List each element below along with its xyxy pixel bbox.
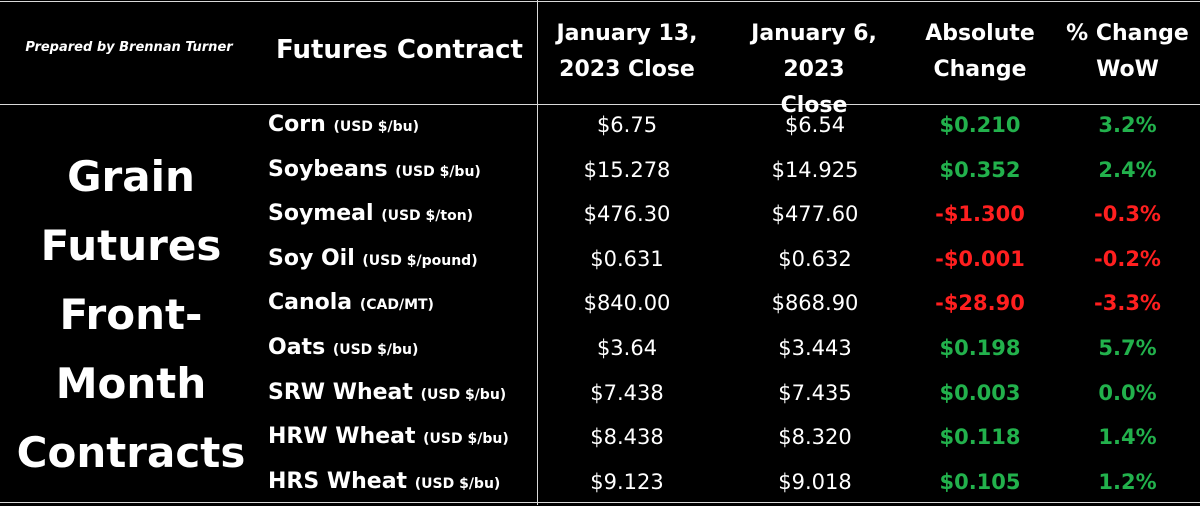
header-absolute-change: Absolute Change [925, 21, 1035, 82]
absolute-change-value: $0.003 [939, 380, 1021, 405]
contract-unit: (CAD/MT) [359, 297, 434, 314]
jan6-close-value: $0.632 [778, 246, 852, 271]
side-label: Grain Futures Front- Month Contracts [16, 152, 246, 477]
contract-name: Soymeal (USD $/ton) [268, 192, 473, 236]
pct-change-value: -0.2% [1094, 246, 1161, 271]
pct-change-value: -3.3% [1094, 291, 1161, 316]
absolute-change-value: -$0.001 [935, 246, 1025, 271]
contract-unit: (USD $/bu) [333, 119, 420, 135]
contract-unit: (USD $/bu) [423, 431, 509, 448]
jan6-close-value: $868.90 [771, 291, 859, 316]
contract-name: Canola (CAD/MT) [268, 281, 434, 325]
contract-name: Corn (USD $/bu) [268, 103, 419, 147]
contract-unit: (USD $/ton) [381, 208, 474, 225]
absolute-change-value: -$1.300 [935, 202, 1025, 227]
jan6-close-value: $7.435 [778, 380, 852, 405]
bottom-border [0, 502, 1200, 503]
contract-label: HRS Wheat [268, 468, 415, 494]
header-futures-contract: Futures Contract [276, 35, 523, 65]
jan13-close-value: $7.438 [590, 380, 664, 405]
jan6-close-value: $477.60 [771, 202, 859, 227]
table-row: SRW Wheat (USD $/bu) $7.438 $7.435 $0.003 0.… [0, 371, 1200, 415]
table-row: Corn (USD $/bu) $6.75 $6.54 $0.210 3.2% [0, 103, 1200, 147]
absolute-change-value: $0.210 [939, 113, 1021, 137]
pct-change-value: 2.4% [1098, 157, 1157, 182]
absolute-change-value: $0.198 [939, 336, 1021, 360]
contract-name: Oats (USD $/bu) [268, 326, 418, 370]
table-row: HRS Wheat (USD $/bu) $9.123 $9.018 $0.105 1.… [0, 460, 1200, 504]
contract-name: Soybeans (USD $/bu) [268, 148, 481, 192]
header-jan13-close: January 13, 2023 Close [556, 21, 698, 82]
pct-change-value: 1.4% [1098, 425, 1157, 450]
top-border [0, 1, 1200, 2]
absolute-change-value: $0.352 [939, 157, 1021, 182]
pct-change-value: -0.3% [1094, 202, 1161, 227]
contract-label: HRW Wheat [268, 424, 424, 450]
table-row: Soy Oil (USD $/pound) $0.631 $0.632 -$0.001… [0, 237, 1200, 281]
pct-change-value: 0.0% [1098, 380, 1157, 405]
contract-label: Oats [268, 335, 333, 360]
contract-name: HRW Wheat (USD $/bu) [268, 415, 509, 459]
contract-unit: (USD $/pound) [362, 252, 478, 269]
header-pct-change: % Change WoW [1066, 21, 1189, 82]
table-row: Oats (USD $/bu) $3.64 $3.443 $0.198 5.7% [0, 326, 1200, 370]
contract-label: Soymeal [268, 201, 382, 227]
jan13-close-value: $6.75 [596, 113, 658, 137]
contract-label: Soybeans [268, 156, 396, 182]
contract-unit: (USD $/bu) [420, 386, 507, 403]
jan13-close-value: $840.00 [583, 291, 671, 316]
table-row: Soybeans (USD $/bu) $15.278 $14.925 $0.352 2… [0, 148, 1200, 192]
header-jan6-close: January 6, 2023 Close [751, 21, 877, 118]
jan6-close-value: $8.320 [778, 425, 852, 450]
jan13-close-value: $0.631 [590, 246, 664, 271]
table-row: Canola (CAD/MT) $840.00 $868.90 -$28.90 -3.3… [0, 281, 1200, 325]
contract-label: Corn [268, 112, 334, 137]
table-row: Soymeal (USD $/ton) $476.30 $477.60 -$1.300… [0, 192, 1200, 236]
contract-label: SRW Wheat [268, 379, 421, 405]
contract-label: Canola [268, 290, 360, 316]
contract-label: Soy Oil [268, 245, 363, 271]
jan13-close-value: $8.438 [590, 425, 664, 450]
absolute-change-value: $0.118 [939, 425, 1021, 450]
jan13-close-value: $476.30 [583, 202, 671, 227]
jan6-close-value: $9.018 [778, 469, 852, 494]
header-divider [0, 104, 1200, 105]
jan13-close-value: $9.123 [590, 469, 664, 494]
contract-unit: (USD $/bu) [332, 342, 419, 358]
contract-unit: (USD $/bu) [414, 475, 501, 492]
jan6-close-value: $3.443 [778, 336, 852, 360]
absolute-change-value: -$28.90 [935, 291, 1025, 316]
absolute-change-value: $0.105 [939, 469, 1021, 494]
contract-name: SRW Wheat (USD $/bu) [268, 371, 506, 415]
contract-unit: (USD $/bu) [395, 163, 481, 180]
table-row: HRW Wheat (USD $/bu) $8.438 $8.320 $0.118 1.… [0, 415, 1200, 459]
column-divider [537, 0, 538, 505]
jan6-close-value: $6.54 [784, 113, 846, 137]
contract-name: Soy Oil (USD $/pound) [268, 237, 478, 281]
jan13-close-value: $3.64 [596, 336, 658, 360]
contract-name: HRS Wheat (USD $/bu) [268, 460, 500, 504]
pct-change-value: 3.2% [1098, 113, 1157, 137]
jan6-close-value: $14.925 [771, 157, 859, 182]
pct-change-value: 1.2% [1098, 469, 1157, 494]
pct-change-value: 5.7% [1098, 336, 1157, 360]
jan13-close-value: $15.278 [583, 157, 671, 182]
prepared-by-credit: Prepared by Brennan Turner [25, 40, 233, 55]
